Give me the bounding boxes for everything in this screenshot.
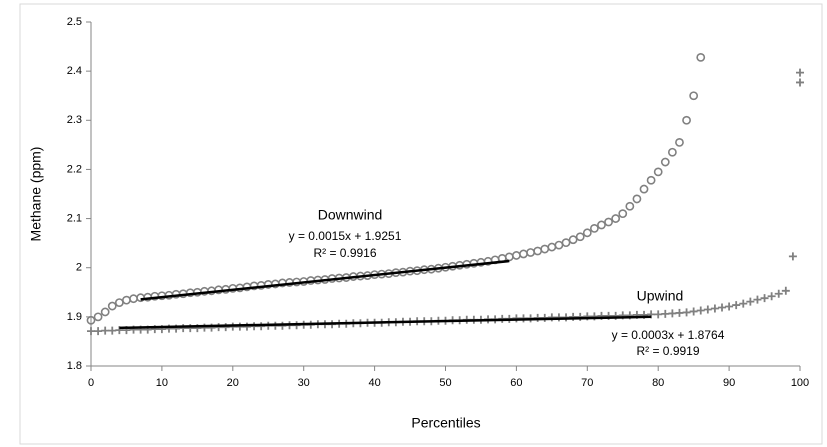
y-tick-label: 2.1 (67, 212, 82, 224)
point (667, 147, 677, 157)
point (114, 298, 124, 308)
x-tick-label: 40 (368, 377, 380, 389)
point (668, 309, 677, 318)
x-tick-label: 30 (298, 377, 310, 389)
x-tick-label: 80 (652, 377, 664, 389)
point (93, 312, 103, 322)
point (519, 249, 528, 259)
annotation: y = 0.0015x + 1.9251 (289, 229, 402, 243)
point (760, 294, 769, 303)
annotation: Upwind (637, 288, 684, 304)
point (129, 294, 138, 304)
x-axis-label: Percentiles (411, 415, 480, 431)
y-tick-label: 2.2 (67, 163, 82, 175)
point (540, 244, 550, 254)
annotation: Downwind (318, 207, 383, 223)
point (575, 232, 585, 242)
point (611, 214, 621, 223)
point (732, 301, 741, 310)
point (675, 308, 684, 317)
point (696, 52, 706, 62)
x-tick-label: 20 (227, 377, 239, 389)
point (547, 242, 557, 252)
point (108, 326, 117, 335)
point (632, 194, 642, 204)
point (526, 248, 535, 257)
point (554, 240, 564, 250)
point (689, 307, 698, 316)
point (767, 292, 776, 301)
point (512, 251, 521, 260)
point (86, 315, 96, 325)
point (576, 312, 585, 321)
point (788, 252, 797, 261)
point (597, 220, 606, 230)
point (242, 322, 251, 331)
point (504, 252, 514, 262)
point (235, 322, 244, 331)
point (625, 201, 635, 211)
point (646, 175, 656, 185)
point (604, 217, 613, 227)
annotation: y = 0.0003x + 1.8764 (612, 328, 725, 342)
point (589, 223, 599, 233)
point (675, 137, 684, 147)
y-tick-label: 2.3 (67, 114, 82, 126)
annotation: R² = 0.9916 (313, 246, 376, 260)
point (703, 305, 712, 314)
point (533, 246, 543, 256)
point (214, 323, 223, 332)
point (87, 327, 95, 336)
x-tick-label: 50 (439, 377, 451, 389)
point (568, 235, 578, 245)
point (561, 238, 571, 248)
y-axis-label: Methane (ppm) (28, 147, 44, 242)
x-tick-label: 60 (510, 377, 522, 389)
point (774, 289, 783, 298)
x-tick-label: 90 (723, 377, 735, 389)
point (582, 228, 592, 238)
point (122, 295, 131, 305)
point (746, 297, 755, 306)
point (682, 308, 691, 317)
point (710, 304, 719, 313)
point (101, 326, 110, 335)
point (660, 157, 670, 167)
point (753, 295, 762, 304)
y-tick-label: 2 (76, 262, 82, 274)
point (796, 78, 804, 87)
point (639, 184, 649, 194)
point (653, 167, 663, 177)
trendline (119, 315, 652, 330)
point (94, 327, 103, 336)
point (618, 209, 628, 219)
point (533, 313, 542, 322)
point (107, 301, 117, 311)
point (781, 286, 790, 295)
point (696, 306, 705, 315)
point (796, 68, 804, 77)
point (689, 91, 699, 101)
point (661, 309, 670, 318)
y-tick-label: 2.4 (67, 65, 82, 77)
point (100, 307, 110, 317)
x-tick-label: 70 (581, 377, 593, 389)
annotation: R² = 0.9919 (636, 344, 699, 358)
point (718, 303, 727, 312)
point (682, 115, 691, 125)
y-tick-label: 1.8 (67, 360, 82, 372)
x-tick-label: 100 (791, 377, 809, 389)
y-tick-label: 1.9 (67, 311, 82, 323)
chart-frame (19, 3, 823, 445)
x-tick-label: 10 (156, 377, 168, 389)
x-tick-label: 0 (88, 377, 94, 389)
trendline (140, 259, 510, 301)
point (654, 310, 663, 319)
point (725, 302, 734, 311)
y-tick-label: 2.5 (67, 16, 82, 28)
point (554, 313, 563, 322)
point (739, 299, 748, 308)
